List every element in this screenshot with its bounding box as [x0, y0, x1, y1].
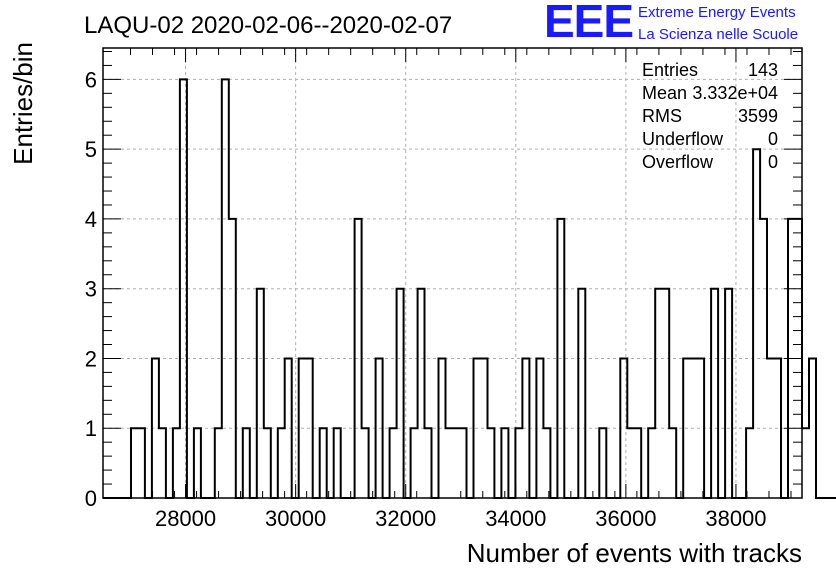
y-tick-label: 4	[85, 207, 97, 232]
y-tick-label: 1	[85, 416, 97, 441]
stats-rms-value: 3599	[738, 106, 778, 126]
axis-tick-labels: 28000 30000 32000 34000 36000 38000 0 1 2 3 4 5 6	[85, 67, 767, 531]
y-tick-label: 0	[85, 486, 97, 511]
plot-frame	[102, 47, 803, 499]
stats-underflow-value: 0	[768, 129, 778, 149]
grid-lines	[103, 48, 802, 498]
chart-title: LAQU-02 2020-02-06--2020-02-07	[84, 12, 452, 39]
x-tick-label: 30000	[265, 506, 326, 531]
x-tick-label: 28000	[155, 506, 216, 531]
x-tick-label: 36000	[595, 506, 656, 531]
x-tick-label: 34000	[485, 506, 546, 531]
eee-logo-mark: EEE	[544, 0, 634, 47]
x-tick-label: 38000	[705, 506, 766, 531]
stats-entries-value: 143	[748, 60, 778, 80]
stats-rms-label: RMS	[642, 106, 682, 126]
y-tick-label: 6	[85, 67, 97, 92]
stats-underflow-label: Underflow	[642, 129, 724, 149]
stats-mean-label: Mean	[642, 83, 687, 103]
stats-entries-label: Entries	[642, 60, 698, 80]
eee-logo-line1: Extreme Energy Events	[638, 4, 796, 21]
eee-logo: EEE Extreme Energy Events La Scienza nel…	[540, 0, 830, 47]
x-axis-label: Number of events with tracks	[467, 538, 802, 568]
y-axis-label: Entries/bin	[8, 42, 38, 165]
y-tick-label: 5	[85, 137, 97, 162]
x-tick-label: 32000	[375, 506, 436, 531]
stats-overflow-label: Overflow	[642, 152, 714, 172]
stats-overflow-value: 0	[768, 152, 778, 172]
axis-ticks	[103, 48, 802, 499]
y-tick-label: 2	[85, 346, 97, 371]
eee-logo-line2: La Scienza nelle Scuole	[638, 26, 799, 43]
stats-mean-value: 3.332e+04	[692, 83, 778, 103]
y-tick-label: 3	[85, 277, 97, 302]
stats-box: Entries 143 Mean 3.332e+04 RMS 3599 Unde…	[642, 60, 778, 172]
